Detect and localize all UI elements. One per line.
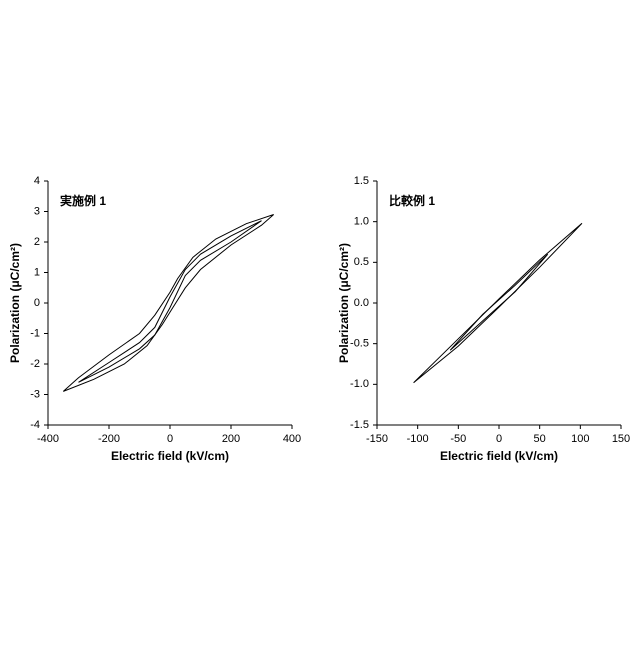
x-tick-label: 50 bbox=[534, 433, 546, 445]
y-tick-label: -4 bbox=[30, 419, 40, 431]
y-tick-label: 4 bbox=[34, 175, 40, 187]
chart-annotation: 実施例 1 bbox=[60, 193, 106, 208]
x-tick-label: 0 bbox=[167, 433, 173, 445]
hysteresis-loop bbox=[414, 223, 582, 382]
y-tick-label: 3 bbox=[34, 205, 40, 217]
y-axis-label: Polarization (μC/cm²) bbox=[337, 243, 351, 363]
x-tick-label: -150 bbox=[366, 433, 388, 445]
y-tick-label: -3 bbox=[30, 388, 40, 400]
x-tick-label: 100 bbox=[571, 433, 589, 445]
y-axis-label: Polarization (μC/cm²) bbox=[8, 243, 22, 363]
x-axis-label: Electric field (kV/cm) bbox=[111, 449, 229, 463]
x-tick-label: -400 bbox=[37, 433, 59, 445]
y-tick-label: -2 bbox=[30, 358, 40, 370]
hysteresis-loop bbox=[450, 254, 548, 350]
y-tick-label: 0 bbox=[34, 297, 40, 309]
y-tick-label: 0.5 bbox=[354, 256, 369, 268]
x-tick-label: -50 bbox=[450, 433, 466, 445]
x-tick-label: -200 bbox=[98, 433, 120, 445]
y-tick-label: 1.5 bbox=[354, 175, 369, 187]
x-tick-label: 400 bbox=[283, 433, 301, 445]
chart-annotation: 比較例 1 bbox=[389, 193, 435, 208]
x-tick-label: 200 bbox=[222, 433, 240, 445]
figure: -4 -3 -2 -1 0 1 2 3 4 -400 -200 0 200 400 実施例 1 Electri… bbox=[0, 0, 640, 640]
x-tick-label: 150 bbox=[612, 433, 630, 445]
y-tick-label: 1.0 bbox=[354, 216, 369, 228]
y-tick-label: 2 bbox=[34, 236, 40, 248]
y-tick-label: 1 bbox=[34, 266, 40, 278]
y-tick-label: -1.0 bbox=[350, 378, 369, 390]
y-tick-label: -1.5 bbox=[350, 419, 369, 431]
y-tick-label: -1 bbox=[30, 327, 40, 339]
hysteresis-loop bbox=[79, 221, 262, 383]
y-tick-label: -0.5 bbox=[350, 338, 369, 350]
hysteresis-loop bbox=[63, 215, 273, 392]
x-tick-label: 0 bbox=[496, 433, 502, 445]
x-tick-label: -100 bbox=[407, 433, 429, 445]
x-axis-label: Electric field (kV/cm) bbox=[440, 449, 558, 463]
y-tick-label: 0.0 bbox=[354, 297, 369, 309]
